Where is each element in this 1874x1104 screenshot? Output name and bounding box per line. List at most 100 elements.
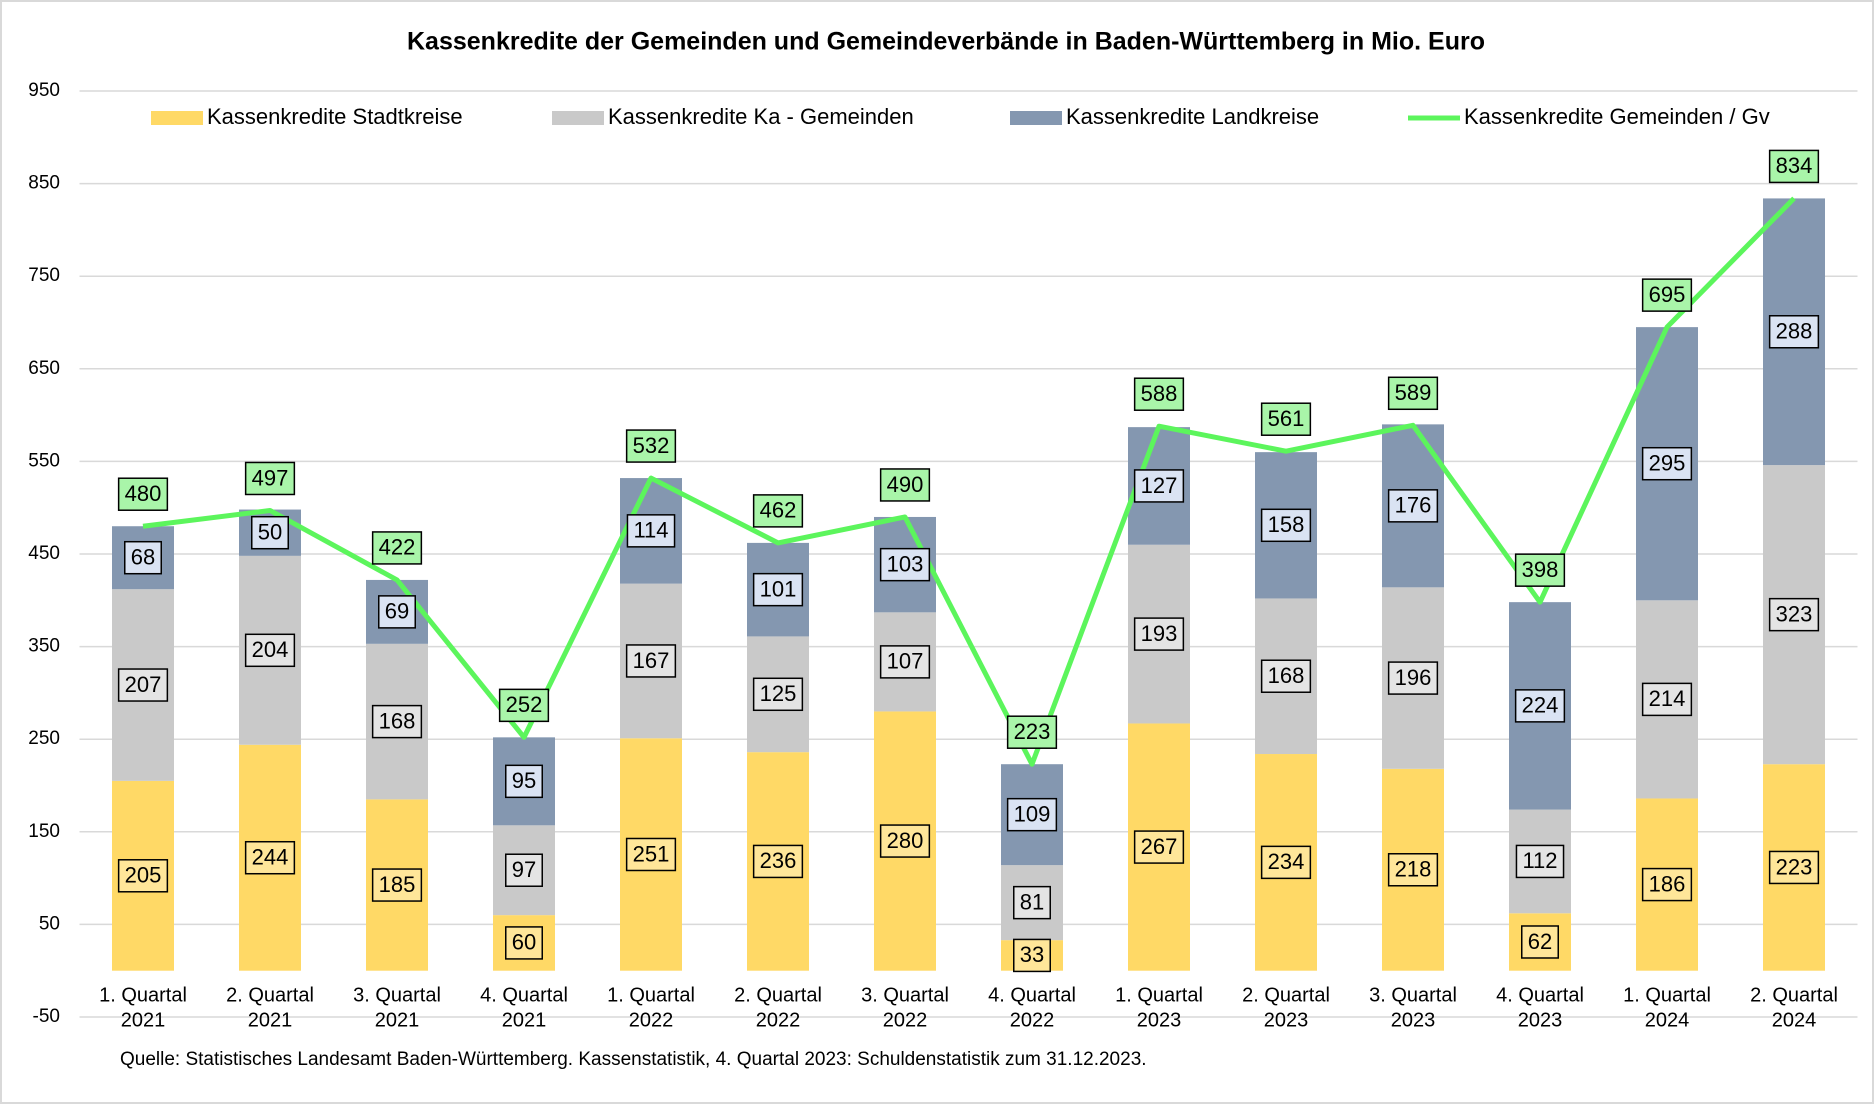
data-label: 218	[1395, 857, 1432, 882]
data-label-box	[1260, 845, 1312, 880]
data-label: 490	[887, 472, 924, 497]
x-tick-label: 2021	[375, 1009, 420, 1031]
x-tick-label: 4. Quartal	[988, 984, 1076, 1006]
data-label-box	[879, 824, 931, 858]
y-tick-label: 50	[39, 913, 60, 934]
data-label: 95	[512, 768, 536, 793]
data-label-box	[244, 840, 296, 875]
legend-label: Kassenkredite Landkreise	[1066, 104, 1319, 129]
data-label-box	[1013, 885, 1051, 920]
data-label: 127	[1141, 473, 1178, 498]
data-label-box	[879, 547, 931, 582]
legend-swatch	[552, 111, 604, 125]
legend-swatch	[151, 111, 203, 125]
data-label: 244	[252, 845, 289, 870]
x-tick-label: 2021	[502, 1009, 547, 1031]
data-label: 422	[379, 535, 416, 560]
y-tick-label: 450	[28, 543, 60, 564]
x-tick-label: 3. Quartal	[861, 984, 949, 1006]
x-tick-label: 2023	[1391, 1009, 1436, 1031]
data-label: 185	[379, 872, 416, 897]
legend-label: Kassenkredite Stadtkreise	[207, 104, 463, 129]
data-label: 196	[1395, 665, 1432, 690]
legend-label: Kassenkredite Ka - Gemeinden	[608, 104, 914, 129]
data-label-box	[1387, 853, 1439, 887]
data-label: 186	[1649, 871, 1686, 896]
data-label-box	[251, 515, 289, 550]
data-label: 497	[252, 465, 289, 490]
data-label: 834	[1776, 153, 1813, 178]
data-label-box	[752, 494, 804, 528]
x-tick-label: 4. Quartal	[1496, 984, 1584, 1006]
data-label: 288	[1776, 319, 1813, 344]
data-label: 109	[1014, 801, 1051, 826]
data-label: 214	[1649, 686, 1686, 711]
x-tick-label: 3. Quartal	[353, 984, 441, 1006]
data-label-box	[371, 531, 423, 565]
data-label-box	[117, 477, 169, 511]
data-label: 125	[760, 681, 797, 706]
x-tick-label: 1. Quartal	[1623, 984, 1711, 1006]
data-label-box	[505, 853, 543, 887]
data-label-box	[1133, 830, 1185, 864]
data-label-box	[1006, 797, 1058, 832]
y-tick-label: 750	[28, 265, 60, 286]
data-label: 101	[760, 576, 797, 601]
data-label: 103	[887, 551, 924, 576]
x-tick-label: 4. Quartal	[480, 984, 568, 1006]
data-label-box	[1768, 850, 1820, 885]
data-label: 50	[258, 520, 282, 545]
data-label: 207	[125, 672, 162, 697]
data-label-box	[1387, 661, 1439, 695]
data-label: 112	[1522, 848, 1557, 873]
y-tick-label: 650	[28, 358, 60, 379]
data-label-box	[505, 926, 543, 960]
x-tick-label: 1. Quartal	[99, 984, 187, 1006]
data-label: 267	[1141, 834, 1178, 859]
data-label-box	[505, 764, 543, 799]
x-tick-label: 1. Quartal	[1115, 984, 1203, 1006]
data-label-box	[879, 468, 931, 502]
y-tick-label: 250	[28, 728, 60, 749]
data-label: 176	[1395, 493, 1432, 518]
data-label-box	[1387, 489, 1439, 523]
chart-title: Kassenkredite der Gemeinden und Gemeinde…	[407, 28, 1485, 56]
data-label: 62	[1528, 929, 1552, 954]
data-label: 114	[633, 518, 668, 543]
data-label-box	[752, 844, 804, 879]
data-label: 323	[1776, 601, 1813, 626]
data-label: 81	[1020, 889, 1044, 914]
data-label: 33	[1020, 942, 1044, 967]
y-tick-label: 550	[28, 450, 60, 471]
data-label: 168	[1268, 663, 1305, 688]
x-tick-label: 2021	[121, 1009, 166, 1031]
data-label-box	[1133, 377, 1185, 411]
data-label: 223	[1014, 719, 1051, 744]
data-label-box	[1641, 278, 1693, 312]
y-tick-label: -50	[33, 1006, 60, 1027]
data-label-box	[626, 514, 676, 548]
data-label-box	[117, 668, 169, 702]
y-tick-label: 850	[28, 173, 60, 194]
data-label: 589	[1395, 380, 1432, 405]
data-label: 97	[512, 857, 536, 882]
x-tick-label: 2024	[1645, 1009, 1690, 1031]
data-label: 480	[125, 481, 162, 506]
source-note: Quelle: Statistisches Landesamt Baden-Wü…	[120, 1049, 1147, 1070]
x-tick-label: 2023	[1264, 1009, 1309, 1031]
data-label-box	[117, 859, 169, 893]
data-label: 205	[125, 863, 162, 888]
data-label-box	[1641, 867, 1693, 902]
data-label-box	[1514, 689, 1566, 723]
x-tick-label: 2. Quartal	[1750, 984, 1838, 1006]
data-label: 252	[506, 692, 543, 717]
data-label-box	[1387, 376, 1439, 411]
data-label: 158	[1268, 512, 1305, 537]
data-label: 204	[252, 637, 289, 662]
data-label-box	[1515, 844, 1565, 879]
x-tick-label: 2022	[1010, 1009, 1055, 1031]
data-label-box	[1133, 469, 1185, 503]
y-tick-label: 350	[28, 636, 60, 657]
data-label-box	[371, 704, 423, 739]
data-label: 223	[1776, 854, 1813, 879]
